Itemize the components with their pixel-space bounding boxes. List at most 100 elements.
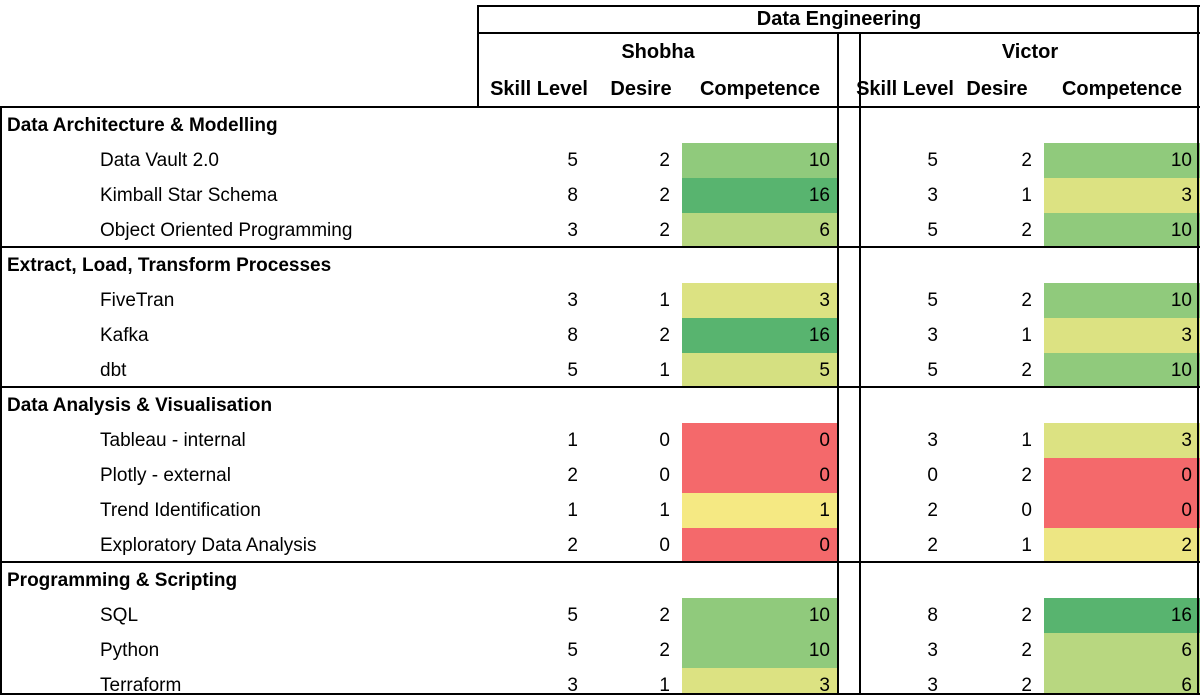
victor-competence-cell: 6 (1044, 668, 1200, 695)
shobha-skill-cell: 1 (567, 499, 578, 521)
table-row: SQL 5 2 10 8 2 16 (0, 598, 1200, 633)
victor-desire-cell: 1 (1021, 324, 1032, 346)
shobha-skill-cell: 3 (567, 289, 578, 311)
victor-competence-cell: 6 (1044, 633, 1200, 668)
gap-cell (838, 633, 860, 668)
grid-line (0, 246, 1200, 248)
victor-desire-cell: 2 (1021, 604, 1032, 626)
shobha-competence-cell: 6 (682, 213, 838, 248)
grid-line (0, 106, 2, 695)
victor-competence-cell: 3 (1044, 178, 1200, 213)
table-row: Python 5 2 10 3 2 6 (0, 633, 1200, 668)
victor-competence-cell: 10 (1044, 143, 1200, 178)
shobha-competence-header: Competence (699, 77, 821, 100)
shobha-desire-cell: 1 (659, 359, 670, 381)
grid-line (0, 561, 1200, 563)
table-body: Data Architecture & Modelling Data Vault… (0, 108, 1200, 695)
gap-cell (838, 668, 860, 695)
table-row: Exploratory Data Analysis 2 0 0 2 1 2 (0, 528, 1200, 563)
victor-skill-cell: 3 (927, 184, 938, 206)
grid-line (837, 32, 839, 695)
shobha-skill-cell: 5 (567, 639, 578, 661)
victor-competence-cell: 10 (1044, 213, 1200, 248)
shobha-skill-cell: 2 (567, 534, 578, 556)
gap-cell (838, 213, 860, 248)
skill-name: Python (100, 639, 160, 661)
skill-name: Kimball Star Schema (100, 184, 278, 206)
category-row: Programming & Scripting (0, 563, 1200, 598)
shobha-skill-cell: 1 (567, 429, 578, 451)
table-row: Plotly - external 2 0 0 0 2 0 (0, 458, 1200, 493)
victor-skill-cell: 5 (927, 289, 938, 311)
victor-skill-cell: 0 (927, 464, 938, 486)
victor-skill-cell: 3 (927, 324, 938, 346)
gap-cell (838, 318, 860, 353)
gap-cell (838, 283, 860, 318)
shobha-skill-cell: 8 (567, 324, 578, 346)
table-row: Tableau - internal 1 0 0 3 1 3 (0, 423, 1200, 458)
shobha-desire-cell: 2 (659, 639, 670, 661)
victor-desire-cell: 0 (1021, 499, 1032, 521)
gap-cell (838, 598, 860, 633)
shobha-competence-cell: 5 (682, 353, 838, 388)
victor-desire-cell: 2 (1021, 149, 1032, 171)
skill-name: Trend Identification (100, 499, 261, 521)
category-label: Extract, Load, Transform Processes (7, 254, 332, 276)
skill-name: Exploratory Data Analysis (100, 534, 317, 556)
victor-desire-cell: 2 (1021, 359, 1032, 381)
victor-desire-cell: 1 (1021, 429, 1032, 451)
shobha-desire-cell: 2 (659, 604, 670, 626)
victor-competence-cell: 3 (1044, 423, 1200, 458)
victor-desire-cell: 2 (1021, 289, 1032, 311)
shobha-skill-cell: 3 (567, 674, 578, 695)
victor-desire-header: Desire (966, 77, 1028, 100)
victor-skill-cell: 3 (927, 674, 938, 695)
victor-skill-cell: 8 (927, 604, 938, 626)
victor-competence-cell: 16 (1044, 598, 1200, 633)
shobha-competence-cell: 3 (682, 283, 838, 318)
victor-skill-cell: 2 (927, 499, 938, 521)
shobha-desire-cell: 0 (659, 429, 670, 451)
skill-name: SQL (100, 604, 139, 626)
shobha-competence-cell: 0 (682, 458, 838, 493)
victor-competence-cell: 10 (1044, 283, 1200, 318)
shobha-desire-cell: 2 (659, 324, 670, 346)
shobha-desire-cell: 2 (659, 184, 670, 206)
category-row: Data Architecture & Modelling (0, 108, 1200, 143)
grid-line (0, 693, 1200, 695)
shobha-competence-cell: 1 (682, 493, 838, 528)
grid-line (0, 386, 1200, 388)
shobha-desire-cell: 2 (659, 149, 670, 171)
shobha-desire-cell: 1 (659, 499, 670, 521)
table-row: Trend Identification 1 1 1 2 0 0 (0, 493, 1200, 528)
table-row: Object Oriented Programming 3 2 6 5 2 10 (0, 213, 1200, 248)
gap-cell (838, 493, 860, 528)
shobha-desire-cell: 0 (659, 464, 670, 486)
grid-line (0, 106, 1200, 108)
victor-skill-cell: 5 (927, 149, 938, 171)
grid-line (477, 5, 479, 108)
victor-desire-cell: 2 (1021, 639, 1032, 661)
shobha-competence-cell: 16 (682, 318, 838, 353)
victor-skill-cell: 2 (927, 534, 938, 556)
shobha-competence-cell: 10 (682, 143, 838, 178)
shobha-skill-cell: 5 (567, 359, 578, 381)
table-row: Kafka 8 2 16 3 1 3 (0, 318, 1200, 353)
victor-skill-cell: 5 (927, 359, 938, 381)
victor-skill-cell: 5 (927, 219, 938, 241)
shobha-competence-cell: 10 (682, 633, 838, 668)
shobha-skill-cell: 5 (567, 604, 578, 626)
skill-name: Kafka (100, 324, 149, 346)
skill-name: FiveTran (100, 289, 175, 311)
victor-desire-cell: 2 (1021, 219, 1032, 241)
shobha-desire-cell: 0 (659, 534, 670, 556)
victor-desire-cell: 1 (1021, 184, 1032, 206)
grid-line (478, 5, 1200, 7)
table-row: FiveTran 3 1 3 5 2 10 (0, 283, 1200, 318)
victor-competence-cell: 0 (1044, 493, 1200, 528)
table-row: Terraform 3 1 3 3 2 6 (0, 668, 1200, 695)
shobha-skill-cell: 8 (567, 184, 578, 206)
category-row: Extract, Load, Transform Processes (0, 248, 1200, 283)
shobha-desire-cell: 1 (659, 289, 670, 311)
